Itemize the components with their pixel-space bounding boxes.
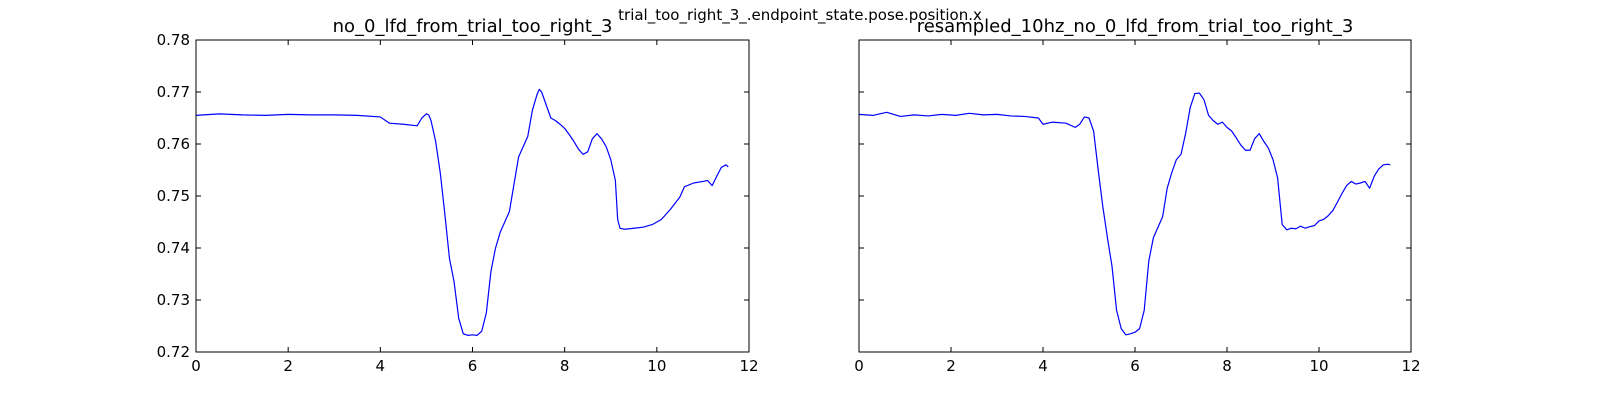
left-x-tick-label: 6 bbox=[468, 357, 478, 375]
right-x-tick-label: 12 bbox=[1401, 357, 1420, 375]
figure-suptitle: trial_too_right_3_.endpoint_state.pose.p… bbox=[618, 6, 982, 24]
left-x-tick-label: 2 bbox=[283, 357, 293, 375]
left-y-tick-label: 0.78 bbox=[157, 31, 190, 49]
right-x-tick-label: 0 bbox=[854, 357, 864, 375]
left-x-tick-label: 12 bbox=[739, 357, 758, 375]
left-x-tick-label: 10 bbox=[647, 357, 666, 375]
left-x-tick-label: 0 bbox=[191, 357, 201, 375]
left-y-tick-label: 0.72 bbox=[157, 343, 190, 361]
left-x-tick-label: 4 bbox=[376, 357, 386, 375]
left-y-tick-label: 0.75 bbox=[157, 187, 190, 205]
right-series-line-0 bbox=[858, 92, 1391, 336]
left-chart-title: no_0_lfd_from_trial_too_right_3 bbox=[333, 16, 613, 37]
right-x-tick-label: 10 bbox=[1309, 357, 1328, 375]
right-chart-title: resampled_10hz_no_0_lfd_from_trial_too_r… bbox=[917, 16, 1354, 37]
left-y-tick-label: 0.74 bbox=[157, 239, 190, 257]
left-y-tick-label: 0.73 bbox=[157, 291, 190, 309]
left-x-tick-label: 8 bbox=[560, 357, 570, 375]
left-series-line-0 bbox=[195, 88, 729, 336]
right-axes-frame bbox=[858, 39, 1412, 353]
right-x-tick-label: 2 bbox=[946, 357, 956, 375]
right-x-tick-label: 8 bbox=[1222, 357, 1232, 375]
left-y-tick-label: 0.77 bbox=[157, 83, 190, 101]
left-y-tick-label: 0.76 bbox=[157, 135, 190, 153]
right-x-tick-label: 6 bbox=[1130, 357, 1140, 375]
right-x-tick-label: 4 bbox=[1038, 357, 1048, 375]
